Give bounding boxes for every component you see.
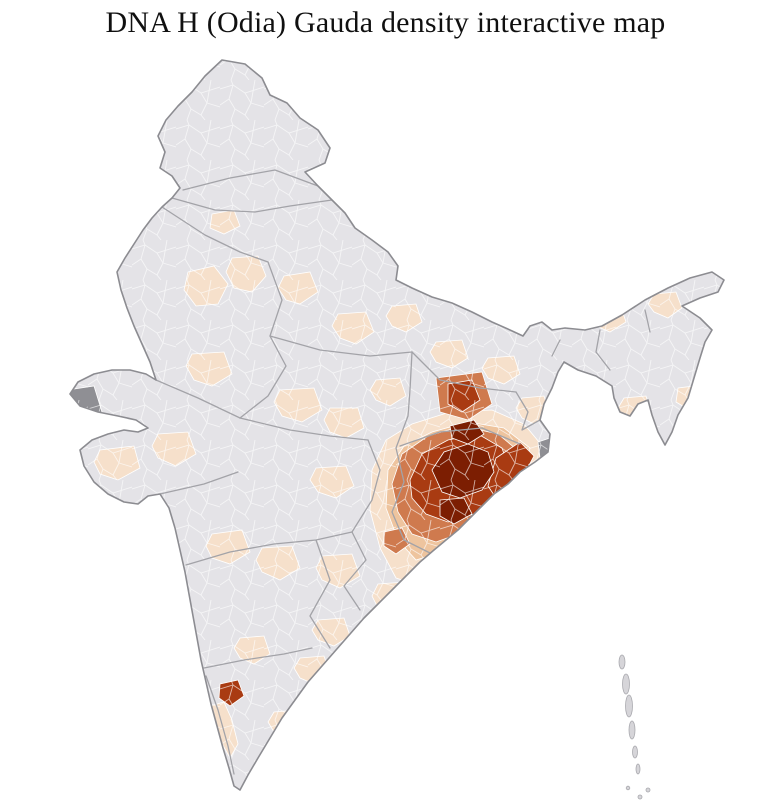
- state-border: [182, 169, 319, 191]
- state-border: [205, 675, 235, 775]
- state-border: [351, 439, 381, 533]
- island[interactable]: [622, 673, 630, 695]
- state-border: [185, 531, 353, 566]
- state-border: [391, 351, 413, 541]
- state-border: [161, 206, 269, 263]
- islands-layer[interactable]: [618, 654, 651, 800]
- state-borders-layer: [155, 169, 651, 775]
- state-border: [551, 339, 561, 357]
- state-border: [159, 471, 239, 495]
- state-border: [644, 309, 651, 333]
- district-mesh: [70, 60, 724, 790]
- state-border: [411, 351, 517, 393]
- state-border: [155, 379, 241, 419]
- district-mesh-layer: [70, 60, 724, 790]
- island[interactable]: [632, 745, 638, 759]
- state-border: [595, 329, 611, 371]
- island[interactable]: [618, 654, 626, 670]
- state-border: [269, 335, 413, 357]
- state-border: [515, 391, 541, 431]
- state-border: [239, 417, 369, 441]
- island[interactable]: [628, 720, 636, 740]
- state-border: [203, 647, 313, 669]
- island[interactable]: [645, 787, 651, 793]
- state-border: [239, 261, 287, 419]
- state-border: [309, 539, 331, 649]
- country-outline: [69, 59, 725, 791]
- island[interactable]: [637, 794, 643, 800]
- state-border: [171, 197, 333, 213]
- state-border: [343, 531, 367, 611]
- island[interactable]: [635, 763, 641, 775]
- state-border: [399, 427, 521, 447]
- island[interactable]: [625, 694, 633, 718]
- island[interactable]: [625, 785, 631, 791]
- page-title: DNA H (Odia) Gauda density interactive m…: [105, 6, 666, 39]
